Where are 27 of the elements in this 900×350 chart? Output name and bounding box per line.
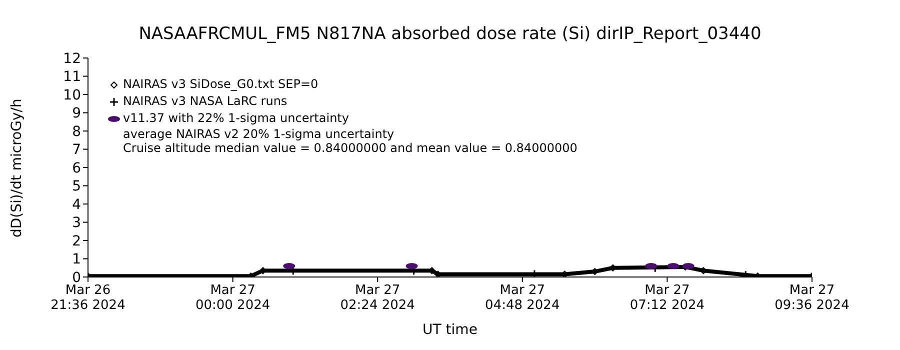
y-tick-label: 3 [72, 215, 81, 232]
x-tick-label: Mar 26 21:36 2024 [50, 283, 126, 313]
y-tick-label: 10 [63, 87, 81, 104]
y-tick-label: 1 [72, 252, 81, 268]
x-axis-title: UT time [422, 322, 478, 338]
legend-label: NAIRAS v3 SiDose_G0.txt SEP=0 [123, 76, 318, 93]
x-tick-label: Mar 27 07:12 2024 [630, 283, 705, 313]
y-tick-label: 12 [63, 50, 81, 67]
y-axis-title: dD(Si)/dt microGy/h [8, 98, 25, 238]
y-tick-label: 6 [72, 160, 82, 176]
y-tick-label: 9 [72, 106, 81, 122]
chart-title: NASAAFRCMUL_FM5 N817NA absorbed dose rate (Si) dirIP_Report_03440 [138, 24, 762, 44]
x-tick-label: Mar 27 09:36 2024 [774, 283, 850, 313]
y-tick-label: 5 [72, 178, 81, 195]
x-tick-label: Mar 27 04:48 2024 [485, 283, 560, 313]
legend-label: NAIRAS v3 NASA LaRC runs [123, 93, 288, 110]
x-tick-label: Mar 27 02:24 2024 [340, 283, 415, 313]
y-tick-label: 8 [72, 124, 81, 140]
y-tick-label: 7 [72, 142, 81, 158]
legend-label: v11.37 with 22% 1-sigma uncertainty [123, 110, 349, 127]
annotation: average NAIRAS v2 20% 1-sigma uncertainty [123, 127, 396, 141]
y-tick-label: 0 [72, 270, 81, 286]
y-tick-label: 2 [72, 233, 81, 250]
annotation: Cruise altitude median value = 0.84000000 and mean value = 0.84000000 [123, 141, 578, 155]
x-tick-label: Mar 27 00:00 2024 [195, 283, 270, 313]
y-tick-label: 11 [63, 69, 81, 86]
y-tick-label: 4 [72, 196, 82, 213]
